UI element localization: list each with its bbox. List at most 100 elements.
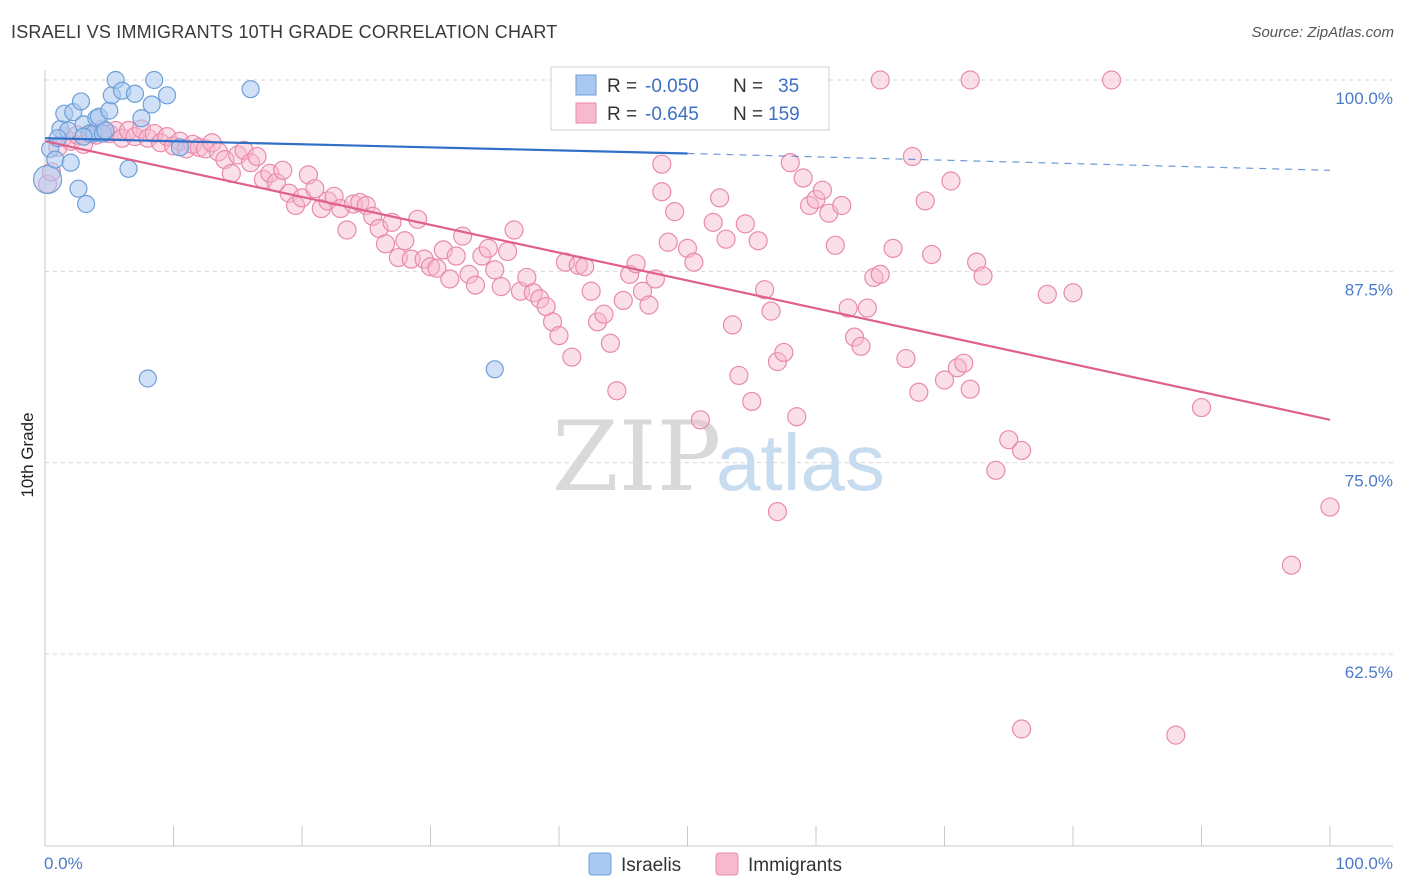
immigrants-point-154 [1166, 725, 1186, 745]
immigrants-point-128 [870, 264, 890, 284]
immigrants-point-63 [440, 269, 460, 289]
immigrants-point-155 [652, 154, 672, 174]
immigrants-point-98 [665, 202, 685, 222]
immigrants-point-80 [549, 326, 569, 346]
immigrants-point-73 [504, 220, 524, 240]
israelis-point-26 [142, 95, 161, 114]
immigrants-point-145 [1037, 284, 1057, 304]
israelis-point-28 [157, 86, 177, 105]
immigrants-point-100 [684, 252, 704, 272]
bottom-legend-immigrants: Immigrants [748, 855, 842, 876]
israelis-trend-extension [687, 152, 1331, 171]
israelis-point-9 [71, 92, 91, 111]
immigrants-point-111 [761, 301, 781, 321]
immigrants-point-130 [896, 348, 916, 369]
legend-swatch-immigrants [575, 102, 597, 124]
immigrants-point-43 [311, 198, 331, 219]
israelis-point-34 [74, 127, 93, 146]
x-tick-label-1: 100.0% [1335, 854, 1393, 873]
israelis-trend-line [44, 137, 688, 155]
immigrants-point-108 [742, 391, 762, 412]
immigrants-point-142 [986, 460, 1006, 480]
israelis-point-0 [32, 164, 63, 195]
legend-n-value-2: 159 [768, 104, 800, 125]
immigrants-point-131 [902, 146, 922, 167]
watermark: ZIP atlas [552, 401, 885, 513]
immigrants-point-82 [562, 347, 582, 367]
immigrants-point-47 [337, 220, 357, 240]
immigrants-point-133 [915, 191, 935, 211]
immigrants-point-144 [1011, 440, 1032, 461]
israelis-point-6 [61, 153, 80, 172]
israelis-point-8 [69, 179, 88, 198]
immigrants-point-102 [703, 212, 723, 232]
immigrants-point-114 [780, 153, 800, 173]
immigrants-point-110 [754, 280, 775, 300]
immigrants-point-122 [832, 195, 852, 216]
chart-title: ISRAELI VS IMMIGRANTS 10TH GRADE CORRELA… [11, 22, 558, 42]
immigrants-point-67 [465, 275, 486, 295]
immigrants-point-146 [1063, 283, 1083, 303]
immigrants-point-147 [1101, 70, 1122, 90]
immigrants-point-152 [960, 70, 980, 90]
immigrants-trend-line [44, 140, 1331, 421]
immigrants-point-106 [729, 365, 749, 386]
watermark-zip: ZIP [552, 401, 721, 513]
axes [44, 70, 1393, 847]
immigrants-point-125 [851, 336, 871, 356]
y-tick-label-3: 62.5% [1345, 663, 1393, 682]
x-tick-labels: 0.0% 100.0% [44, 854, 1393, 873]
immigrants-point-134 [922, 244, 942, 265]
israelis-point-11 [77, 194, 96, 214]
immigrants-point-33 [247, 146, 267, 167]
israelis-point-24 [132, 109, 151, 128]
legend-r-value-2: -0.645 [645, 104, 699, 125]
trend-lines [44, 137, 1331, 421]
immigrants-point-68 [472, 246, 492, 266]
israelis-point-27 [145, 70, 164, 90]
immigrants-point-61 [427, 258, 447, 278]
legend-n-label-1: N = [733, 76, 763, 97]
immigrants-point-97 [658, 232, 678, 252]
immigrants-point-136 [941, 171, 961, 191]
immigrants-point-129 [883, 238, 903, 258]
israelis-point-31 [485, 360, 504, 379]
immigrants-point-150 [1320, 497, 1340, 517]
immigrants-point-37 [273, 160, 293, 180]
y-tick-label-2: 75.0% [1345, 472, 1393, 491]
immigrants-point-85 [581, 281, 601, 301]
immigrants-point-70 [485, 260, 505, 280]
watermark-atlas: atlas [716, 418, 885, 507]
immigrants-point-42 [305, 179, 325, 199]
immigrants-point-135 [934, 370, 955, 390]
israelis-point-18 [100, 101, 119, 120]
immigrants-point-94 [639, 295, 659, 315]
source-label: Source: ZipAtlas.com [1251, 24, 1394, 41]
immigrants-point-58 [408, 209, 428, 229]
israelis-points [32, 70, 633, 388]
immigrants-point-60 [420, 257, 441, 277]
immigrants-point-101 [690, 410, 710, 430]
immigrants-point-105 [722, 315, 743, 335]
y-tick-label-1: 87.5% [1345, 280, 1393, 299]
immigrants-point-56 [395, 231, 415, 251]
y-tick-label-0: 100.0% [1335, 89, 1393, 108]
immigrants-point-115 [787, 407, 807, 427]
immigrants-point-151 [870, 70, 890, 90]
immigrants-point-153 [1011, 719, 1032, 739]
immigrants-point-89 [607, 381, 627, 401]
immigrants-point-116 [793, 168, 813, 188]
immigrants-point-64 [446, 246, 466, 266]
immigrants-point-72 [498, 241, 518, 262]
correlation-legend: R = -0.050 N = 35 R = -0.645 N = 159 [550, 66, 830, 131]
immigrants-point-143 [999, 430, 1019, 450]
immigrants-point-121 [825, 235, 845, 255]
israelis-point-17 [96, 121, 115, 140]
immigrants-point-139 [960, 379, 980, 399]
immigrants-point-104 [716, 229, 736, 249]
immigrants-point-96 [652, 182, 672, 202]
israelis-point-23 [125, 84, 145, 103]
immigrants-point-113 [774, 342, 794, 363]
israelis-point-29 [170, 138, 190, 157]
immigrants-point-71 [491, 277, 511, 297]
